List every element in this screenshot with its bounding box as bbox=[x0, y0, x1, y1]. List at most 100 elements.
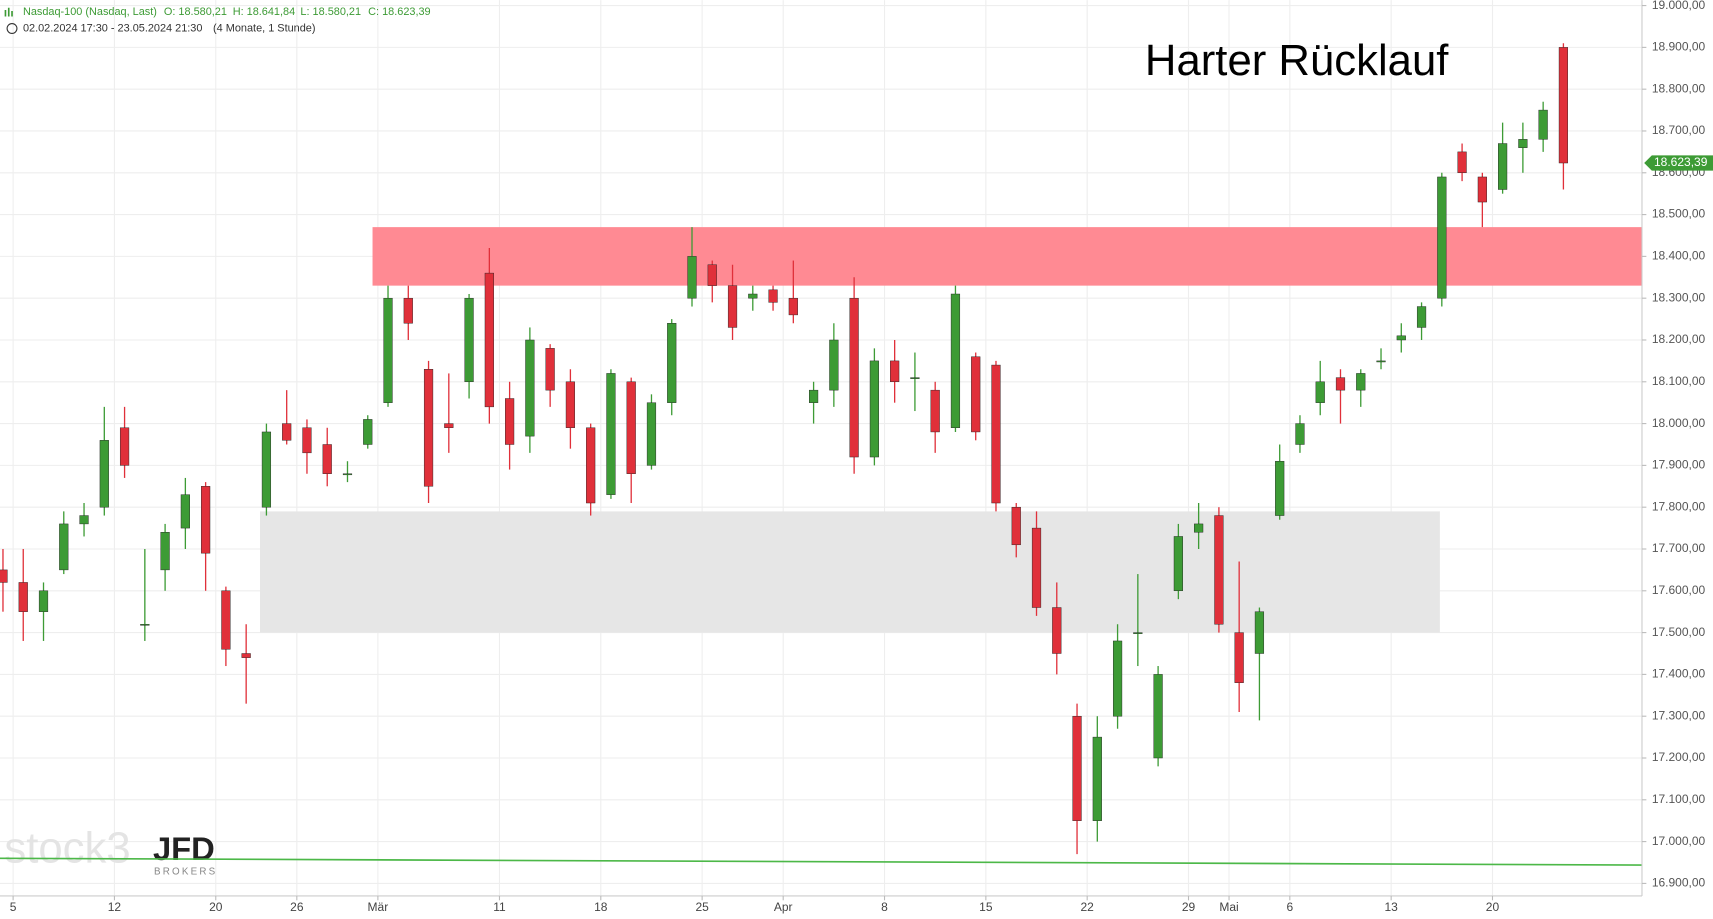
candle-body bbox=[1315, 381, 1325, 403]
ohlc-low: L: 18.580,21 bbox=[300, 6, 361, 18]
candle-body bbox=[1396, 335, 1406, 341]
candle-body bbox=[748, 293, 758, 299]
candle-body bbox=[221, 590, 231, 650]
candle-body bbox=[403, 297, 413, 324]
candle-body bbox=[687, 256, 697, 299]
candle-body bbox=[1052, 607, 1062, 654]
candle-body bbox=[991, 364, 1001, 504]
candle-body bbox=[241, 653, 251, 658]
ohlc-high: H: 18.641,84 bbox=[233, 6, 295, 18]
candle-body bbox=[829, 339, 839, 391]
candle-body bbox=[444, 423, 454, 428]
candle-body bbox=[545, 348, 555, 391]
period: 02.02.2024 17:30 - 23.05.2024 21:30 bbox=[23, 22, 203, 34]
x-tick-label: Apr bbox=[774, 900, 793, 914]
candle-body bbox=[890, 360, 900, 383]
y-tick-label: 17.200,00 bbox=[1652, 750, 1706, 764]
candle-body bbox=[1538, 109, 1548, 140]
candle-body bbox=[1234, 632, 1244, 683]
candle-body bbox=[606, 373, 616, 495]
x-tick-label: 8 bbox=[881, 900, 888, 914]
x-tick-label: 11 bbox=[493, 900, 506, 914]
watermark-logo: JFD bbox=[153, 830, 215, 867]
zone bbox=[260, 511, 1440, 633]
last-price-label: 18.623,39 bbox=[1654, 155, 1708, 169]
x-tick-label: Mär bbox=[368, 900, 389, 914]
candle-body bbox=[1558, 47, 1569, 164]
y-tick-label: 17.500,00 bbox=[1652, 625, 1706, 639]
candle-body bbox=[1376, 360, 1386, 363]
candle-body bbox=[1254, 611, 1265, 654]
y-tick-label: 16.900,00 bbox=[1652, 876, 1706, 890]
candle-body bbox=[950, 293, 961, 428]
y-tick-label: 17.600,00 bbox=[1652, 583, 1706, 597]
candle-body bbox=[768, 289, 778, 303]
candle-body bbox=[809, 389, 819, 403]
candle-body bbox=[849, 297, 859, 458]
candle-body bbox=[1518, 139, 1528, 148]
candle-body bbox=[1335, 377, 1346, 391]
candle-body bbox=[59, 523, 69, 571]
candle-body bbox=[1356, 373, 1366, 391]
candle-body bbox=[342, 473, 353, 476]
y-tick-label: 18.200,00 bbox=[1652, 332, 1706, 346]
y-tick-label: 17.900,00 bbox=[1652, 458, 1706, 472]
y-tick-label: 18.300,00 bbox=[1652, 290, 1706, 304]
candle-body bbox=[971, 356, 981, 433]
x-tick-label: 22 bbox=[1080, 900, 1094, 914]
candle-body bbox=[727, 285, 738, 328]
candle-body bbox=[160, 532, 170, 571]
candle-body bbox=[707, 264, 717, 286]
candle-body bbox=[423, 369, 434, 487]
candle-body bbox=[363, 419, 373, 445]
y-tick-label: 18.100,00 bbox=[1652, 374, 1706, 388]
candle-body bbox=[1072, 715, 1082, 821]
candle-body bbox=[1498, 143, 1508, 190]
y-tick-label: 17.800,00 bbox=[1652, 499, 1706, 513]
candle-body bbox=[99, 440, 109, 508]
last-price-tag bbox=[1644, 155, 1713, 171]
y-tick-label: 18.800,00 bbox=[1652, 81, 1706, 95]
zone bbox=[372, 227, 1642, 286]
y-tick-label: 17.000,00 bbox=[1652, 834, 1706, 848]
candle-body bbox=[18, 582, 28, 612]
candle-body bbox=[525, 339, 535, 437]
candle-body bbox=[1031, 527, 1042, 608]
ohlc-open: O: 18.580,21 bbox=[164, 6, 227, 18]
x-tick-label: 5 bbox=[10, 900, 17, 914]
candle-body bbox=[484, 272, 494, 408]
candle-body bbox=[910, 377, 920, 379]
candle-body bbox=[1173, 536, 1183, 592]
candle-body bbox=[1112, 640, 1123, 717]
candle-body bbox=[1194, 523, 1204, 533]
y-tick-label: 17.400,00 bbox=[1652, 667, 1706, 681]
y-tick-label: 19.000,00 bbox=[1652, 0, 1706, 12]
candle-body bbox=[322, 444, 332, 474]
candle-body bbox=[667, 323, 677, 403]
candle-body bbox=[930, 389, 940, 433]
candle-body bbox=[1133, 632, 1143, 634]
candle-body bbox=[282, 423, 292, 441]
candle-body bbox=[1416, 306, 1427, 328]
y-tick-label: 17.700,00 bbox=[1652, 541, 1706, 555]
period-note: (4 Monate, 1 Stunde) bbox=[213, 22, 315, 34]
grid bbox=[0, 0, 1642, 896]
clock-icon bbox=[6, 23, 18, 34]
annotation: Harter Rücklauf bbox=[1145, 36, 1449, 85]
watermark: stock3 bbox=[4, 824, 130, 873]
x-tick-label: 12 bbox=[108, 900, 122, 914]
watermark-sub: BROKERS bbox=[154, 867, 217, 878]
x-tick-label: 20 bbox=[1486, 900, 1500, 914]
candle-body bbox=[180, 494, 190, 529]
candle-body bbox=[505, 398, 515, 445]
candle-body bbox=[79, 515, 89, 525]
instrument: Nasdaq-100 (Nasdaq, Last) bbox=[23, 6, 157, 18]
x-tick-label: 25 bbox=[695, 900, 709, 914]
x-tick-label: 20 bbox=[209, 900, 223, 914]
candle-body bbox=[464, 297, 474, 383]
candle-body bbox=[1437, 176, 1447, 299]
candle-body bbox=[1295, 423, 1305, 445]
candle-body bbox=[1457, 151, 1467, 174]
x-tick-label: 26 bbox=[290, 900, 304, 914]
